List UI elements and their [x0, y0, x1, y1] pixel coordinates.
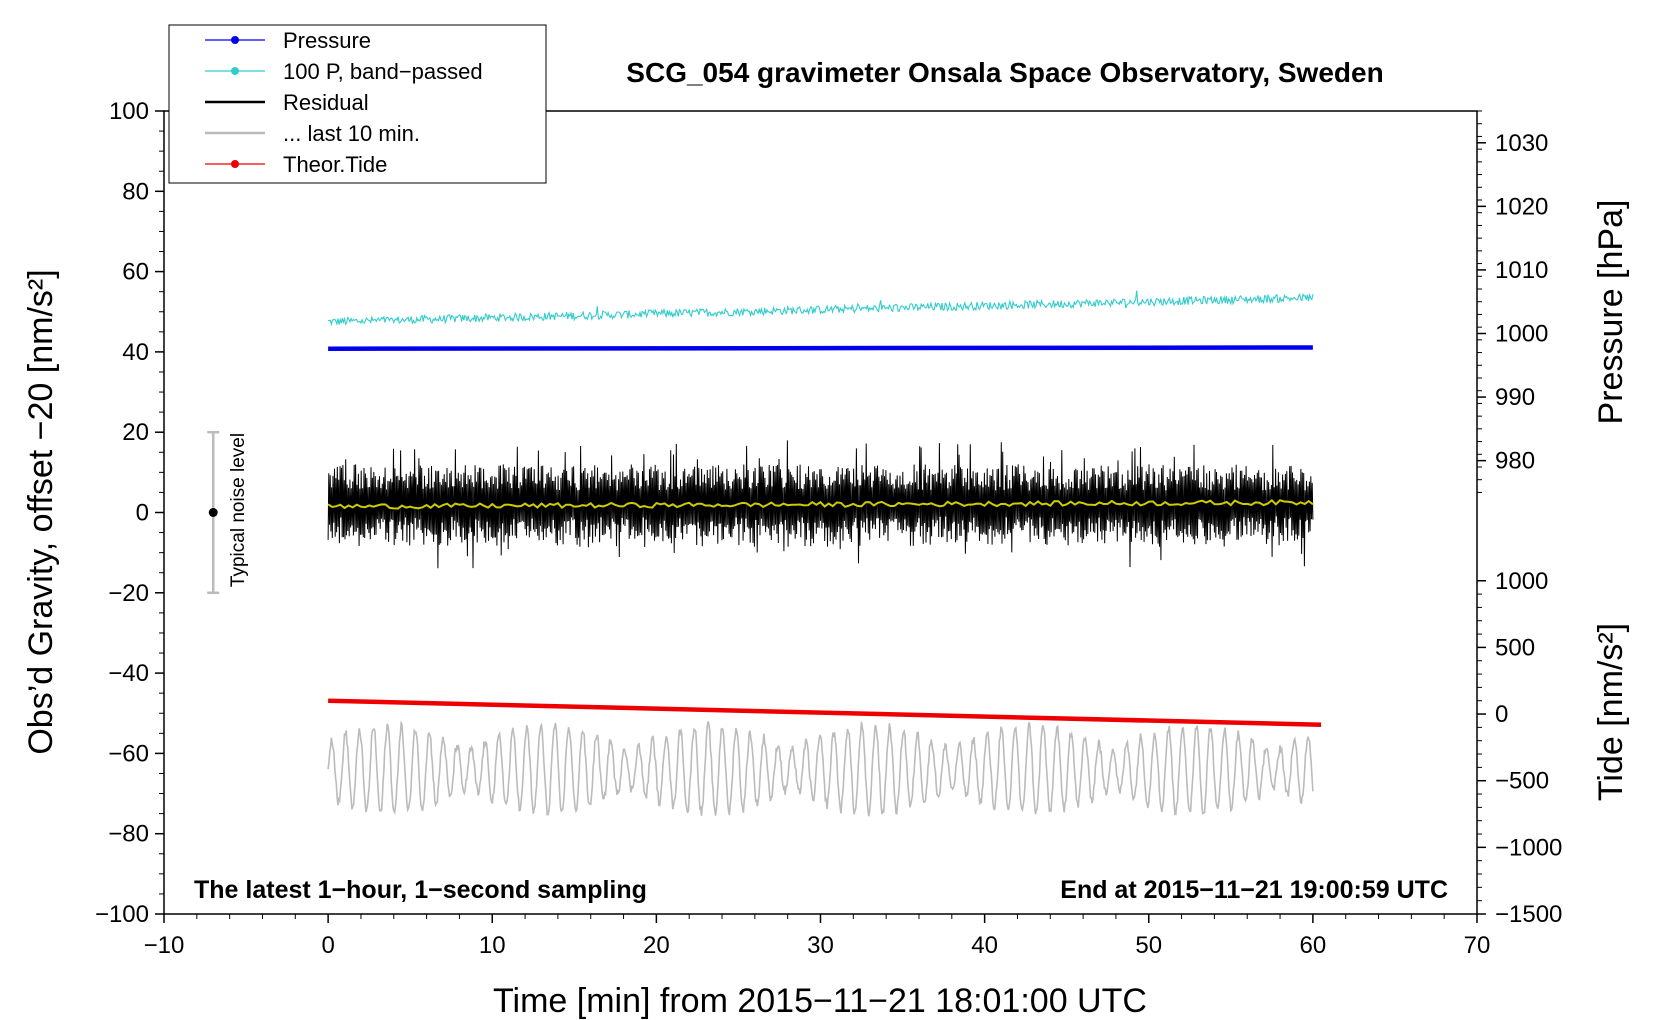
legend-label: 100 P, band−passed [283, 59, 483, 84]
y-tick-label: −60 [108, 740, 149, 767]
y-tick-label: 20 [122, 419, 149, 446]
x-tick-label: 40 [971, 932, 998, 959]
legend-swatch-dot [231, 160, 239, 168]
pressure-line [328, 345, 1313, 352]
last-10-min-line [327, 720, 1314, 817]
y-tick-label: 100 [109, 98, 149, 125]
y-tick-label: 60 [122, 259, 149, 286]
x-tick-label: 50 [1135, 932, 1162, 959]
noise-level-label: Typical noise level [228, 433, 249, 587]
y-tick-label: −80 [108, 821, 149, 848]
x-tick-label: 10 [479, 932, 506, 959]
y-tick-label: 40 [122, 339, 149, 366]
tide-tick-label: −500 [1495, 768, 1549, 795]
pressure-tick-label: 1010 [1495, 257, 1548, 284]
noise-bar-center-dot [208, 508, 218, 517]
legend-box [168, 24, 547, 184]
y-tick-label: −40 [108, 660, 149, 687]
x-tick-label: 20 [643, 932, 670, 959]
legend-entry: Theor.Tide [205, 152, 387, 177]
y-axis-tide: −1500 −1000 −500 0 500 1000 [1477, 568, 1562, 928]
y-tick-label: −20 [108, 580, 149, 607]
pressure-tick-label: 980 [1495, 448, 1535, 475]
pressure-tick-label: 990 [1495, 384, 1535, 411]
legend-label: Pressure [283, 28, 371, 53]
legend-label: ... last 10 min. [283, 121, 420, 146]
end-time-note: End at 2015−11−21 19:00:59 UTC [1060, 876, 1448, 904]
y-tick-label: −100 [95, 901, 149, 928]
y-axis-pressure: 980 990 1000 1010 1020 1030 [1477, 110, 1548, 493]
legend-swatch-dot [231, 67, 239, 75]
x-axis-title: Time [min] from 2015−11−21 18:01:00 UTC [493, 982, 1147, 1020]
legend: Pressure 100 P, band−passed Residual ... la… [168, 24, 547, 184]
tide-tick-label: −1500 [1495, 901, 1562, 928]
legend-label: Theor.Tide [283, 152, 387, 177]
legend-entry: Residual [205, 90, 369, 115]
legend-entry: Pressure [205, 28, 371, 53]
pressure-axis-title: Pressure [hPa] [1592, 200, 1630, 425]
y-tick-label: 80 [122, 178, 149, 205]
residual-line [327, 440, 1314, 569]
noise-level-bar [207, 430, 220, 595]
residual-mean-line [327, 498, 1314, 510]
pressure-tick-label: 1020 [1495, 193, 1548, 220]
legend-label: Residual [283, 90, 369, 115]
pressure-tick-label: 1030 [1495, 130, 1548, 157]
y-axis-left: −100 −80 −60 −40 −20 0 20 40 60 80 100 [95, 98, 164, 928]
x-tick-label: 60 [1300, 932, 1327, 959]
legend-swatch-dot [231, 36, 239, 44]
chart-title: SCG_054 gravimeter Onsala Space Observat… [626, 57, 1383, 88]
x-tick-label: 0 [321, 932, 334, 959]
pressure-tick-label: 1000 [1495, 320, 1548, 347]
y-axis-left-title: Obs’d Gravity, offset −20 [nm/s²] [22, 269, 60, 754]
tide-tick-label: 0 [1495, 701, 1508, 728]
x-tick-label: 30 [807, 932, 834, 959]
x-tick-label: 70 [1464, 932, 1491, 959]
tide-tick-label: 1000 [1495, 568, 1548, 595]
bandpassed-pressure-line [328, 290, 1314, 327]
series-layer [327, 290, 1322, 817]
theoretical-tide-line [328, 698, 1322, 727]
sampling-note: The latest 1−hour, 1−second sampling [194, 876, 647, 904]
legend-entry: ... last 10 min. [205, 121, 420, 146]
legend-entry: 100 P, band−passed [205, 59, 483, 84]
y-tick-label: 0 [136, 500, 149, 527]
tide-axis-title: Tide [nm/s²] [1592, 623, 1630, 801]
x-tick-label: −10 [144, 932, 185, 959]
tide-tick-label: −1000 [1495, 834, 1562, 861]
tide-tick-label: 500 [1495, 634, 1535, 661]
x-axis: −10 0 10 20 30 40 50 60 70 [144, 914, 1491, 959]
